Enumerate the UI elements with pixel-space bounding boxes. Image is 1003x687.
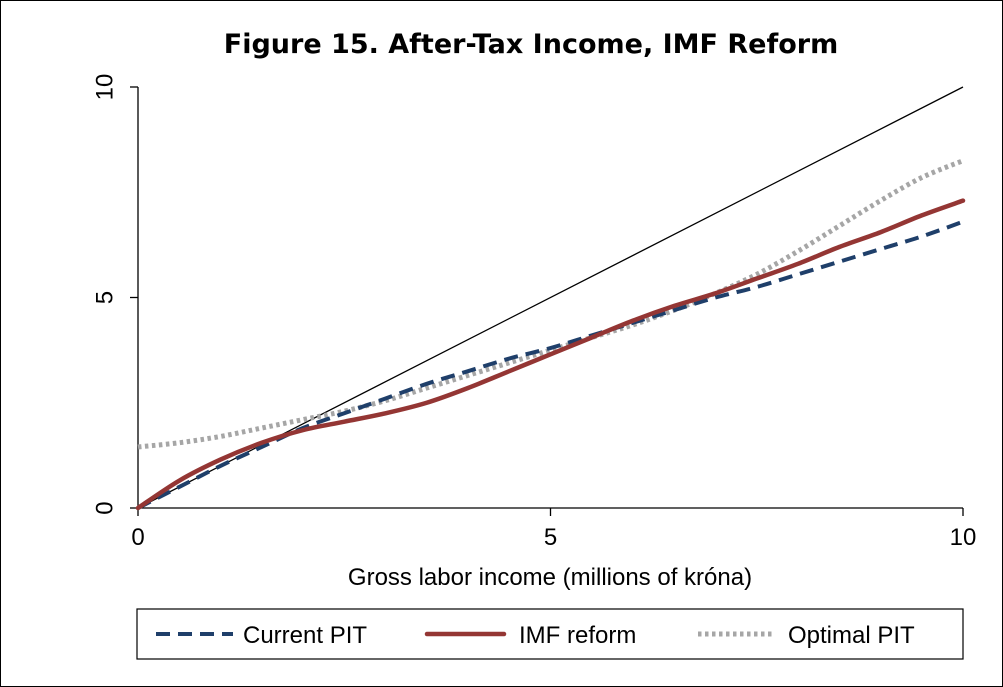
legend: Current PIT IMF reform Optimal PIT [136,608,964,660]
y-tick-label: 5 [91,291,118,304]
series-line-current-pit [137,219,964,510]
x-tick-label: 0 [131,524,144,551]
plot-lines [135,86,966,511]
series-line-optimal-pit [137,158,964,450]
axes [130,86,964,516]
legend-box [136,608,964,660]
x-axis-label: Gross labor income (millions of króna) [348,564,752,591]
y-tick-label: 10 [91,74,118,101]
y-tick-label: 0 [91,501,118,514]
tick-labels: 0 5 10 0 5 10 [91,74,976,551]
x-tick-label: 5 [544,524,557,551]
series-line-imf-reform [135,198,966,511]
legend-label: Current PIT [243,622,367,649]
chart-title: Figure 15. After-Tax Income, IMF Reform [224,29,838,60]
x-tick-label: 10 [950,524,977,551]
legend-label: Optimal PIT [788,622,915,649]
legend-label: IMF reform [519,622,636,649]
